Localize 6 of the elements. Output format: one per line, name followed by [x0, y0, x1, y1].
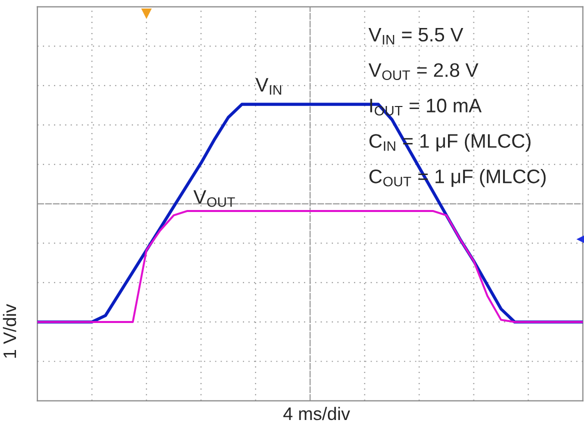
x-axis-title: 4 ms/div	[283, 406, 350, 420]
text: V$_{OUT}$ = 2.8 V	[368, 63, 478, 80]
text: V$_{IN}$ = 5.5 V	[368, 28, 464, 44]
series-label: V$_{IN}$	[256, 78, 282, 95]
y-axis-title: 1 V/div	[2, 304, 16, 358]
series-label: V$_{OUT}$	[193, 190, 235, 207]
